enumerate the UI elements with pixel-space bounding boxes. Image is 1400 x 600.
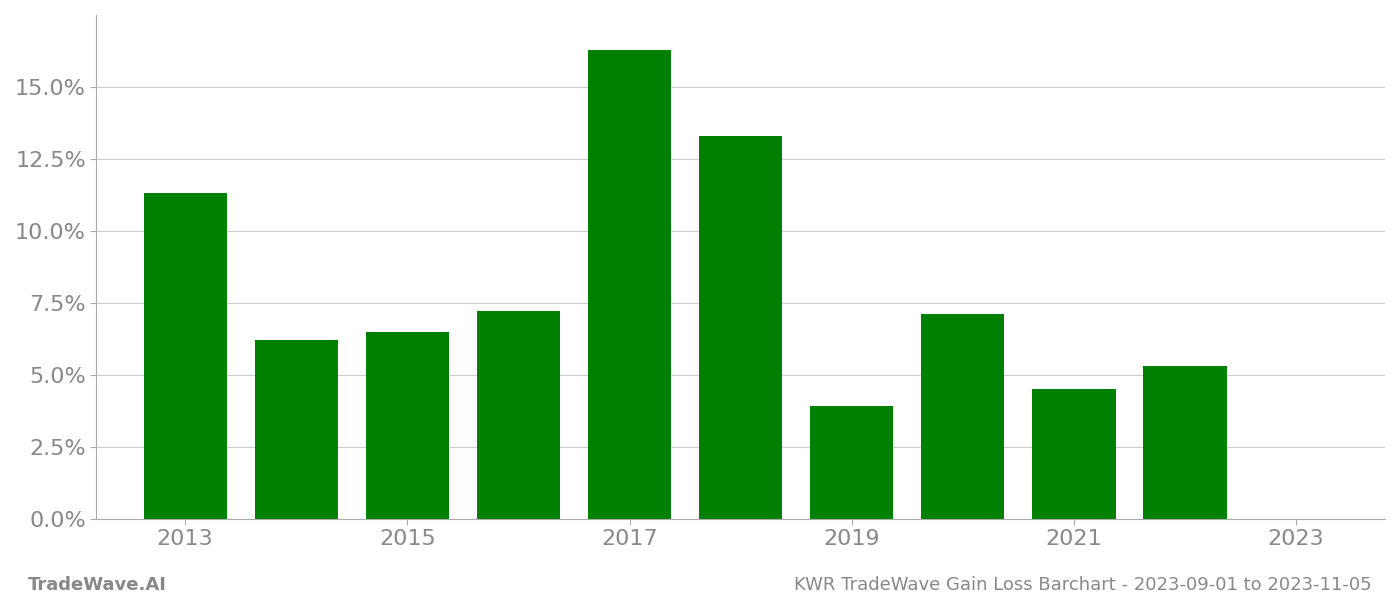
Bar bbox=[1032, 389, 1116, 518]
Bar bbox=[588, 50, 671, 518]
Bar bbox=[144, 193, 227, 518]
Bar bbox=[255, 340, 337, 518]
Text: TradeWave.AI: TradeWave.AI bbox=[28, 576, 167, 594]
Text: KWR TradeWave Gain Loss Barchart - 2023-09-01 to 2023-11-05: KWR TradeWave Gain Loss Barchart - 2023-… bbox=[794, 576, 1372, 594]
Bar bbox=[477, 311, 560, 518]
Bar bbox=[811, 406, 893, 518]
Bar bbox=[921, 314, 1004, 518]
Bar bbox=[365, 332, 449, 518]
Bar bbox=[1144, 366, 1226, 518]
Bar bbox=[699, 136, 783, 518]
